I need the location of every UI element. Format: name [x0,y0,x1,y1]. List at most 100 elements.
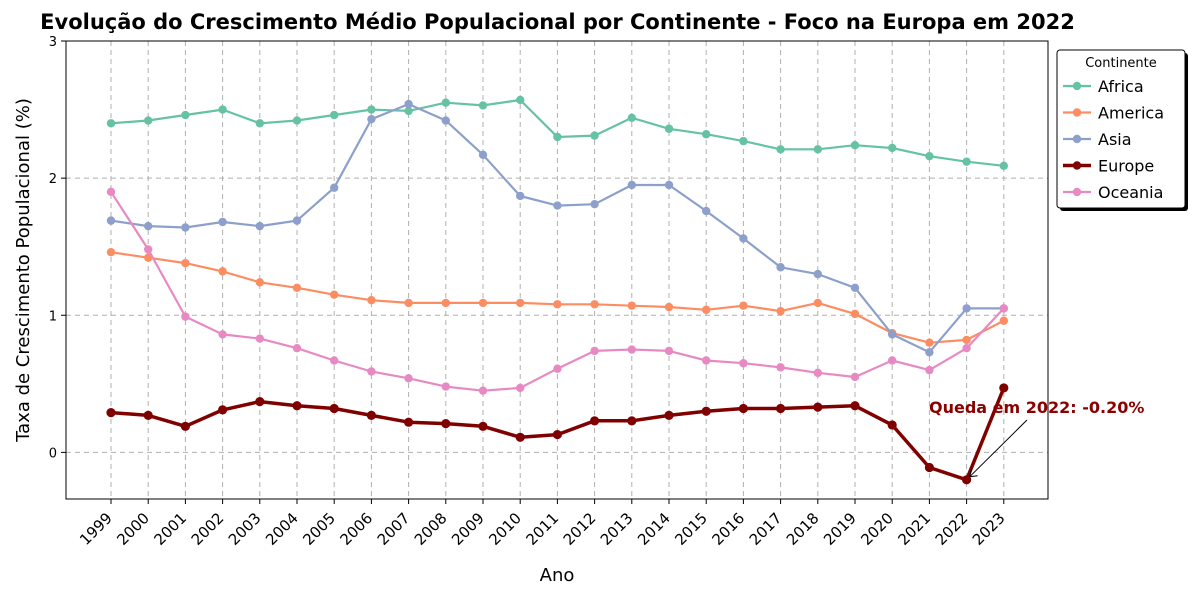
y-tick-label: 3 [49,35,57,50]
data-point [255,278,264,287]
x-axis-ticks: 1999200020012002200320042005200620072008… [76,499,1009,549]
x-tick-label: 2005 [299,509,339,549]
annotation: Queda em 2022: -0.20% [929,398,1144,478]
data-point [702,130,711,139]
data-point [552,429,563,440]
x-tick-label: 2023 [969,509,1009,549]
data-point [590,300,599,309]
x-tick-label: 2011 [522,509,562,549]
data-point [441,418,451,429]
data-point [553,132,562,142]
data-point [292,343,302,353]
data-point [887,420,897,430]
legend-box [1056,49,1186,209]
x-tick-label: 2003 [225,509,265,549]
legend-label: Europe [1098,157,1154,176]
data-point [813,298,822,308]
data-point [255,119,264,128]
data-point [441,298,450,308]
legend: Continente Africa America Asia Europe Oceania [1056,49,1188,211]
data-point [367,105,376,114]
data-point [255,397,265,407]
data-point [739,234,748,243]
legend-marker [1072,81,1082,91]
data-point [404,374,413,383]
legend-marker [1072,187,1082,197]
legend-item-america: America [1063,104,1164,123]
series-africa [106,95,1008,170]
data-point [590,131,599,140]
series-asia [106,99,1008,357]
data-point [962,157,971,166]
data-point [925,151,934,161]
data-point [850,401,860,411]
data-point [776,263,785,272]
y-tick-label: 2 [49,172,57,187]
data-point [850,283,860,293]
data-point [218,217,227,227]
legend-marker [1072,134,1082,144]
data-point [553,300,562,309]
data-point [181,110,190,120]
data-point [925,338,934,347]
legend-item-oceania: Oceania [1063,183,1163,202]
chart-title: Evolução do Crescimento Médio Populacion… [40,10,1075,34]
x-tick-label: 2019 [820,509,860,549]
x-tick-label: 2022 [932,509,972,549]
annotation-arrow [969,419,1028,478]
data-point [181,258,190,268]
data-point [218,330,227,339]
x-tick-label: 2012 [560,509,600,549]
data-point [962,304,971,313]
x-tick-label: 2006 [336,509,376,549]
data-point [962,335,971,345]
data-point [925,365,934,375]
legend-item-europe: Europe [1063,157,1154,176]
series-oceania [106,187,1008,395]
data-point [627,416,637,426]
data-point [292,283,302,293]
annotation-text: Queda em 2022: -0.20% [929,398,1144,417]
legend-label: Africa [1098,77,1144,96]
data-point [664,180,674,190]
data-point [776,145,785,154]
data-point [106,119,116,128]
legend-title: Continente [1085,56,1157,71]
data-point [106,216,116,225]
data-point [441,382,450,391]
x-tick-label: 2009 [448,509,488,549]
data-point [330,110,339,120]
data-point [590,346,599,356]
data-point [739,301,748,310]
legend-item-asia: Asia [1063,130,1132,149]
data-point [925,348,934,357]
data-point [478,101,488,110]
data-point [367,295,376,305]
data-point [590,199,599,209]
x-tick-label: 2021 [894,509,934,549]
data-point [366,410,376,420]
data-point [553,201,562,210]
data-point [330,183,339,192]
data-point [516,298,525,308]
data-point [144,221,153,231]
data-point [664,302,674,312]
data-point [516,191,525,201]
legend-label: Asia [1098,130,1132,149]
data-point [367,114,376,124]
data-point [404,106,413,116]
data-point [404,99,413,109]
data-point [218,267,227,276]
data-point [590,416,600,426]
x-tick-label: 2007 [374,509,414,549]
data-point [702,206,711,216]
y-axis-ticks: 0 1 2 3 [49,35,66,461]
data-point [478,298,488,308]
data-point [962,475,972,485]
data-point [627,113,636,122]
data-point [553,364,562,373]
annotation-arrowhead [968,468,978,478]
data-point [180,421,190,431]
x-tick-label: 1999 [76,509,116,549]
data-point [850,372,860,382]
